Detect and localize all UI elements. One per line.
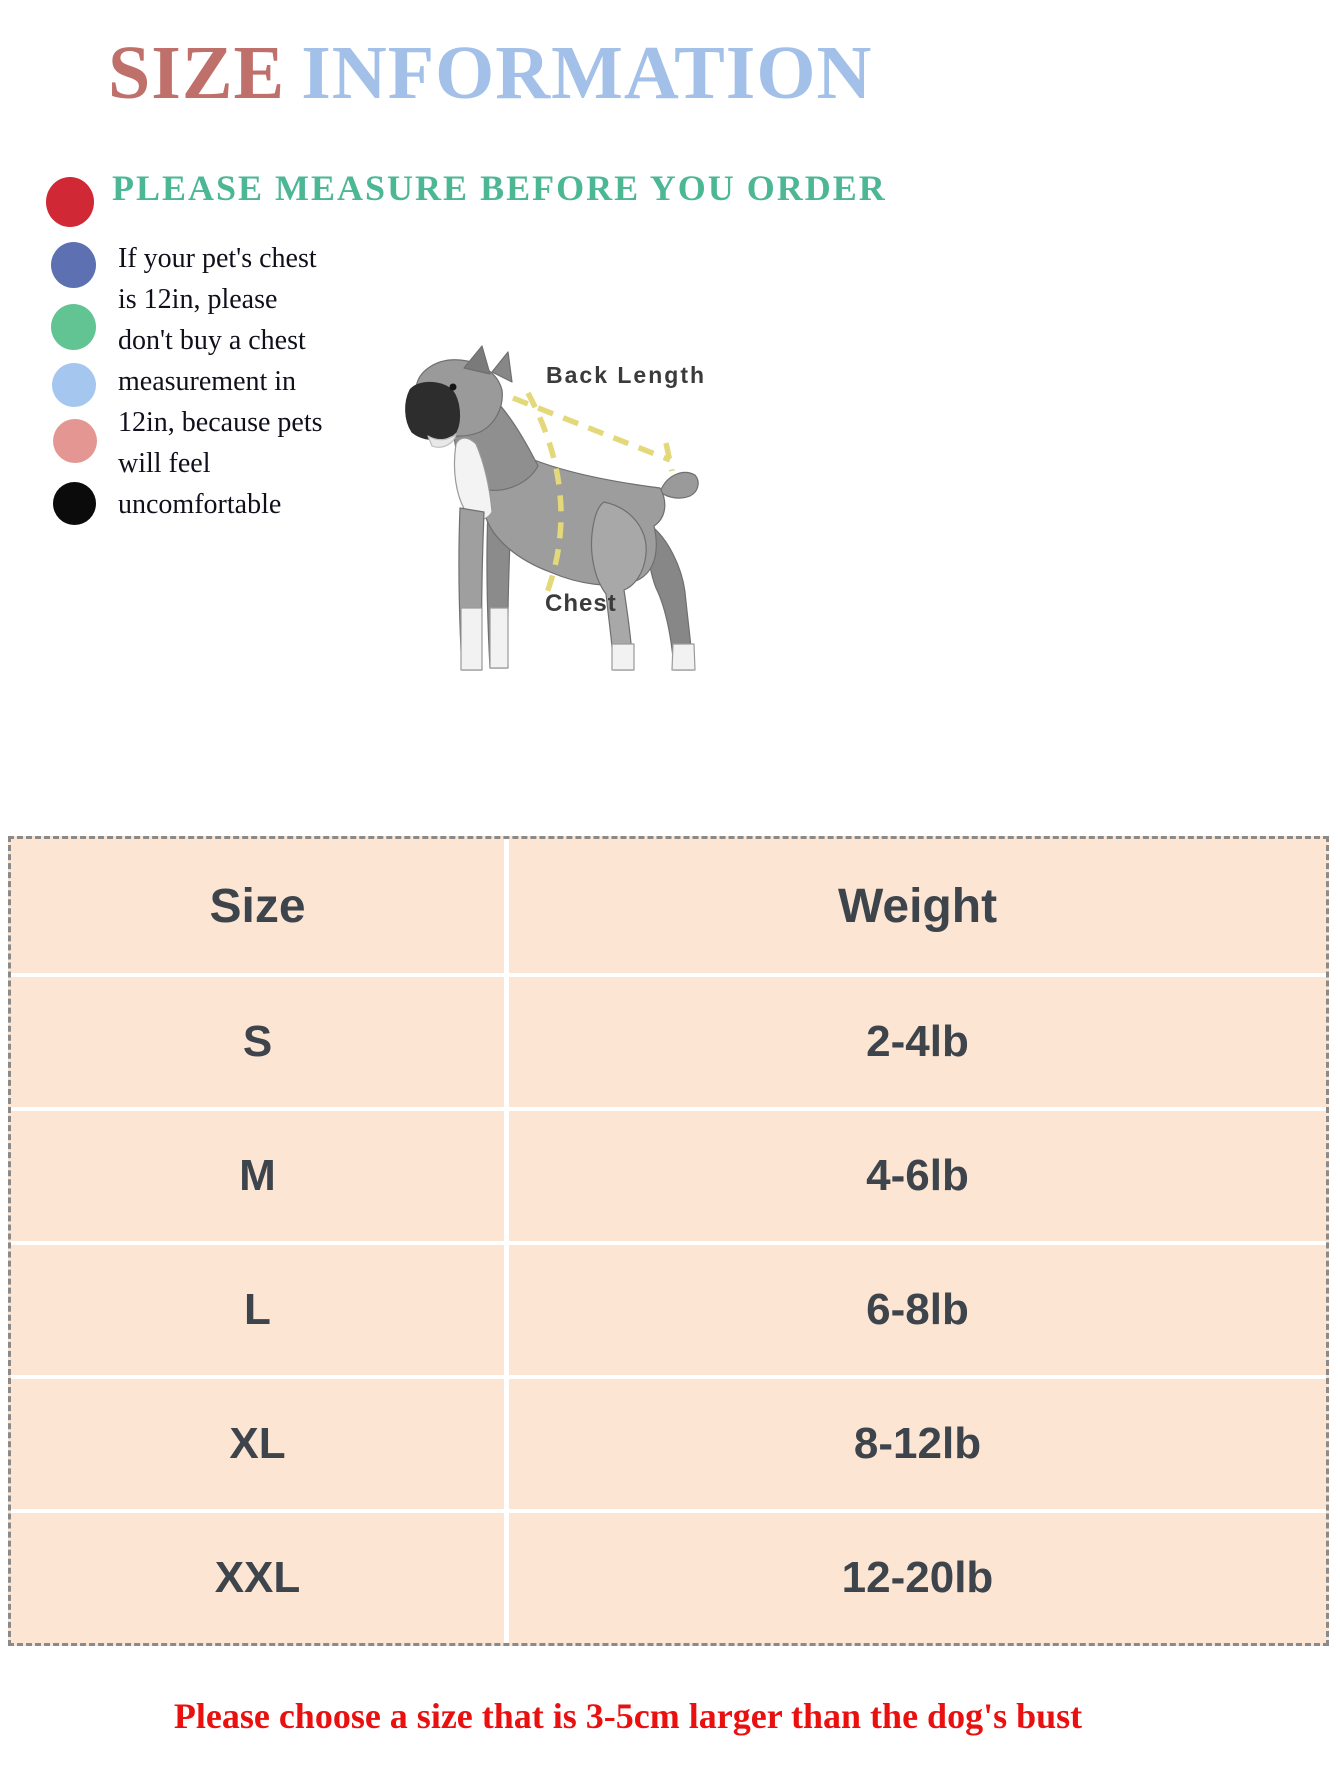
size-chart-table: Size Weight S 2-4lb M 4-6lb L 6-8lb XL 8… (8, 836, 1329, 1646)
notice-line: will feel (118, 448, 211, 479)
size-cell: XL (11, 1379, 509, 1509)
size-cell: L (11, 1245, 509, 1375)
weight-cell: 6-8lb (866, 1285, 969, 1334)
notice-line: is 12in, please (118, 284, 278, 315)
table-row-xl: XL 8-12lb (11, 1375, 1326, 1509)
column-header-size: Size (11, 839, 509, 973)
back-length-label: Back Length (546, 362, 707, 388)
notice-line: 12in, because pets (118, 407, 323, 438)
measurement-dashed-lines (511, 391, 675, 599)
size-cell: S (11, 977, 509, 1107)
measure-notice-text: If your pet's chest is 12in, please don'… (118, 238, 378, 525)
dog-measurement-diagram: Back Length Chest (398, 340, 713, 680)
size-cell: XXL (11, 1513, 509, 1643)
chest-label: Chest (545, 590, 617, 617)
weight-cell: 4-6lb (866, 1151, 969, 1200)
bullet-dot-black (53, 482, 96, 525)
notice-line: uncomfortable (118, 489, 282, 520)
chest-girth-dashed-line (525, 391, 564, 599)
bullet-dot-green (51, 304, 96, 350)
dog-illustration (405, 345, 699, 671)
bullet-dot-red (46, 177, 94, 227)
measure-before-order-heading: PLEASE MEASURE BEFORE YOU ORDER (112, 168, 887, 208)
bullet-dot-light-blue (52, 363, 96, 407)
notice-line: If your pet's chest (118, 243, 317, 274)
back-length-end-tick (663, 442, 675, 472)
table-header-row: Size Weight (11, 839, 1326, 973)
notice-line: don't buy a chest (118, 325, 306, 356)
column-header-weight: Weight (837, 879, 998, 933)
back-length-dashed-line (511, 395, 672, 463)
size-cell: M (11, 1111, 509, 1241)
weight-cell: 8-12lb (853, 1419, 982, 1468)
table-row-xxl: XXL 12-20lb (11, 1509, 1326, 1643)
page-title: SIZE INFORMATION (108, 30, 872, 117)
table-row-l: L 6-8lb (11, 1241, 1326, 1375)
bullet-dot-salmon (53, 419, 97, 463)
size-advice-note: Please choose a size that is 3-5cm large… (173, 1696, 1083, 1736)
table-row-m: M 4-6lb (11, 1107, 1326, 1241)
bullet-dot-blue (51, 242, 96, 288)
title-word-size: SIZE (108, 31, 286, 115)
weight-cell: 12-20lb (841, 1553, 994, 1602)
title-word-information: INFORMATION (301, 31, 873, 115)
table-row-s: S 2-4lb (11, 973, 1326, 1107)
notice-line: measurement in (118, 366, 297, 397)
weight-cell: 2-4lb (866, 1017, 969, 1066)
